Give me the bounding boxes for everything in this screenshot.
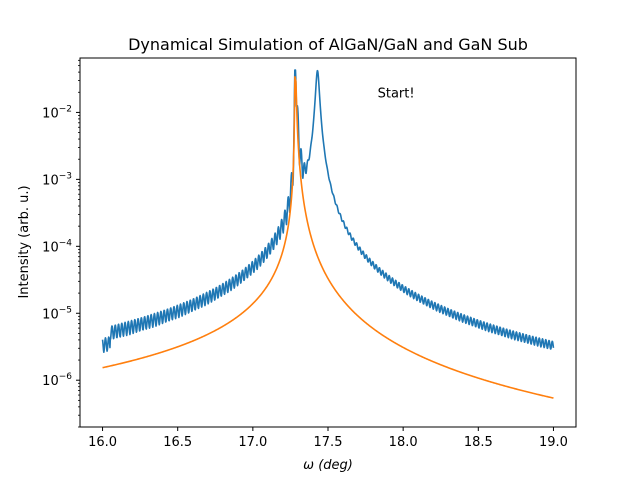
x-tick-label: 16.5 bbox=[163, 435, 192, 450]
series-layer bbox=[101, 69, 555, 399]
chart-title: Dynamical Simulation of AlGaN/GaN and Ga… bbox=[128, 35, 528, 54]
plot-area bbox=[80, 58, 576, 427]
x-tick-label: 18.5 bbox=[464, 435, 493, 450]
x-tick-label: 16.0 bbox=[88, 435, 117, 450]
series-line-1 bbox=[102, 76, 554, 399]
y-tick-base: 10 bbox=[42, 106, 59, 121]
x-axis-label-unit: (deg) bbox=[318, 458, 353, 473]
y-tick-exponent: −2 bbox=[59, 104, 72, 114]
y-tick-base: 10 bbox=[42, 240, 59, 255]
x-tick-label: 17.5 bbox=[314, 435, 343, 450]
y-tick-base: 10 bbox=[42, 307, 59, 322]
annotation-start: Start! bbox=[378, 86, 415, 101]
x-axis-label: ω (deg) bbox=[303, 458, 353, 473]
series-line-0 bbox=[101, 69, 555, 354]
y-tick-label: 10−6 bbox=[42, 372, 72, 389]
y-tick-base: 10 bbox=[42, 173, 59, 188]
y-tick-label: 10−2 bbox=[42, 104, 72, 121]
y-axis-label: Intensity (arb. u.) bbox=[17, 185, 32, 298]
y-tick-label: 10−4 bbox=[42, 238, 72, 255]
y-tick-label: 10−3 bbox=[42, 171, 72, 188]
y-tick-exponent: −3 bbox=[59, 171, 72, 181]
x-axis-label-symbol: ω bbox=[303, 458, 314, 473]
y-tick-exponent: −4 bbox=[59, 238, 73, 248]
x-tick-label: 18.0 bbox=[389, 435, 418, 450]
x-tick-label: 19.0 bbox=[539, 435, 568, 450]
y-tick-exponent: −6 bbox=[59, 372, 73, 382]
axes-layer: 16.0 16.5 17.0 17.5 18.0 18.5 19.010−610−510−4… bbox=[42, 57, 577, 450]
y-tick-exponent: −5 bbox=[59, 305, 72, 315]
y-tick-label: 10−5 bbox=[42, 305, 72, 322]
y-tick-base: 10 bbox=[42, 374, 59, 389]
x-tick-label: 17.0 bbox=[238, 435, 267, 450]
